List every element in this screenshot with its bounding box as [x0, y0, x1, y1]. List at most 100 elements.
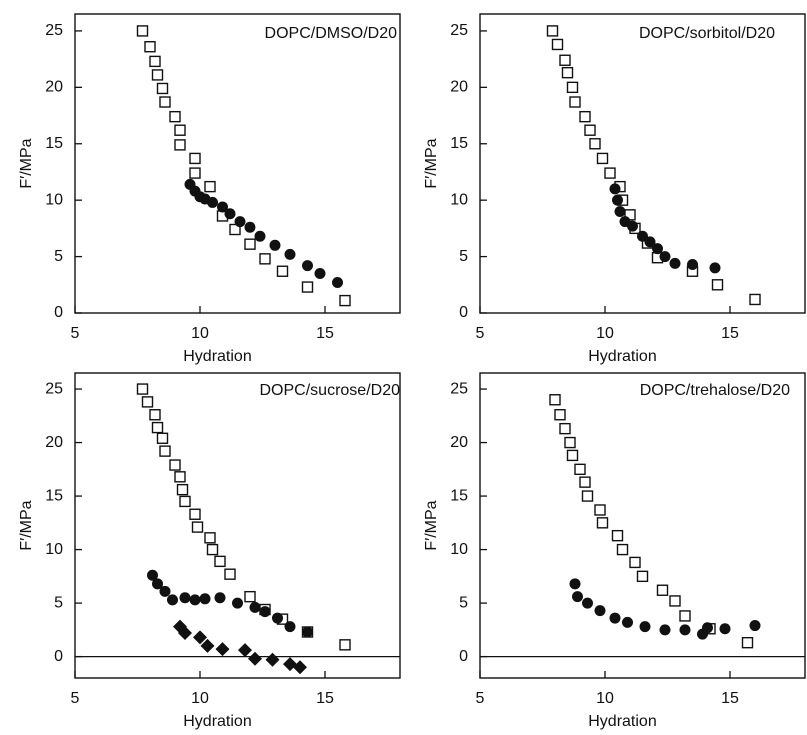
point [609, 183, 621, 195]
point [679, 610, 691, 622]
x-tick-label: 10 [596, 325, 614, 342]
point [159, 96, 171, 108]
point [244, 238, 256, 250]
point [611, 529, 624, 542]
point [174, 471, 186, 483]
point [572, 591, 583, 603]
y-tick-label: 0 [459, 304, 468, 321]
x-axis-label: Hydration [588, 713, 656, 730]
point [719, 623, 731, 635]
point [152, 578, 163, 590]
x-axis-label: Hydration [183, 713, 251, 730]
point [169, 110, 181, 123]
annotation: DOPC/trehalose/D20 [640, 382, 790, 399]
point [214, 592, 226, 604]
point [249, 601, 261, 613]
point [284, 621, 296, 633]
point [189, 594, 201, 606]
point [272, 612, 283, 624]
point [687, 258, 698, 270]
point [244, 221, 256, 233]
point [244, 590, 256, 603]
point [644, 236, 656, 248]
plot-frame [479, 372, 806, 679]
y-tick-label: 20 [450, 434, 468, 451]
point [224, 568, 236, 580]
y-tick-label: 10 [45, 191, 63, 208]
point [167, 594, 178, 606]
point [293, 660, 307, 675]
point [141, 396, 154, 408]
annotation: DOPC/sorbitol/D20 [639, 25, 775, 42]
point [189, 152, 201, 165]
point [189, 167, 201, 179]
point [302, 626, 313, 638]
y-tick-label: 15 [45, 487, 63, 504]
point [339, 639, 351, 651]
y-axis-label: F′/MPa [18, 138, 35, 188]
y-tick-label: 15 [45, 135, 63, 152]
point [669, 595, 681, 607]
point [206, 543, 219, 556]
x-tick-label: 15 [316, 325, 334, 342]
y-tick-label: 5 [459, 248, 468, 265]
point [637, 230, 648, 242]
annotation: DOPC/DMSO/D20 [265, 25, 398, 42]
annotation: DOPC/sucrose/D20 [260, 382, 401, 399]
point [191, 521, 204, 533]
point [179, 495, 191, 508]
point [609, 612, 621, 624]
y-tick-label: 0 [54, 304, 63, 321]
point [174, 139, 186, 151]
point [574, 463, 586, 476]
y-tick-label: 15 [450, 487, 468, 504]
point [248, 651, 262, 666]
y-tick-label: 10 [45, 541, 63, 558]
point [559, 422, 571, 435]
x-tick-label: 10 [191, 690, 209, 707]
point [217, 201, 228, 213]
point [551, 38, 564, 51]
point [332, 277, 343, 289]
point [579, 476, 591, 488]
point [136, 383, 149, 395]
point [581, 490, 594, 502]
point [546, 25, 559, 37]
x-tick-label: 5 [476, 325, 485, 342]
point [174, 124, 186, 136]
panel: 5 10 15 0 5 10 15 20 25 Hydration F′/MPa DOPC/treha… [423, 372, 806, 730]
point [749, 620, 761, 632]
panel: 5 10 15 0 5 10 15 20 25 Hydration F′/MPa DOPC/sucro… [18, 372, 401, 730]
point [569, 578, 581, 590]
y-tick-label: 0 [54, 648, 63, 665]
point [711, 279, 724, 291]
point [589, 138, 601, 150]
point [549, 394, 561, 406]
point [238, 643, 252, 658]
point [204, 180, 216, 193]
x-tick-label: 15 [721, 690, 739, 707]
point [616, 543, 629, 556]
point [276, 265, 289, 277]
x-axis-label: Hydration [183, 348, 251, 365]
point [214, 555, 226, 568]
point [656, 584, 669, 596]
point [156, 82, 169, 95]
point [151, 421, 164, 434]
point [204, 532, 216, 544]
point [229, 223, 241, 236]
point [254, 230, 266, 242]
panel: 5 10 150510152025HydrationF′/MPaDOPC/sorbi… [423, 13, 806, 365]
y-tick-label: 20 [45, 434, 63, 451]
y-tick-label: 5 [54, 594, 63, 611]
x-tick-label: 5 [476, 690, 485, 707]
x-tick-label: 5 [71, 690, 80, 707]
point [596, 152, 609, 165]
point [636, 570, 649, 583]
point [569, 96, 581, 108]
point [709, 262, 721, 274]
x-tick-label: 15 [721, 325, 739, 342]
point [232, 597, 243, 609]
point [144, 41, 156, 53]
x-tick-label: 15 [316, 690, 334, 707]
